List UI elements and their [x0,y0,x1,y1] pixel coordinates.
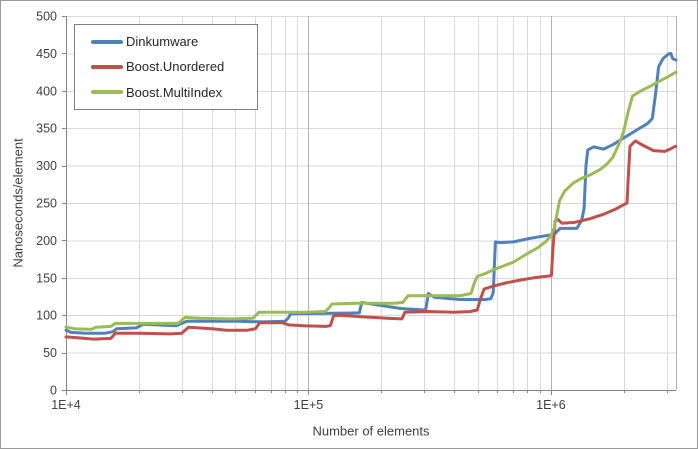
x-tick-label: 1E+4 [51,398,81,412]
legend-line-sample [91,39,123,44]
legend-label: Dinkumware [126,34,199,50]
y-tick-label: 500 [36,10,57,24]
x-axis-title: Number of elements [312,423,430,439]
legend-entry: Boost.MultiIndex [75,80,257,105]
series-line-boost-multiindex [64,70,678,331]
legend-label: Boost.Unordered [126,59,225,75]
x-tick-label: 1E+6 [536,398,566,412]
x-tick-label: 1E+5 [294,398,324,412]
y-tick-label: 100 [36,309,57,323]
y-tick-label: 400 [36,84,57,98]
y-tick-label: 50 [43,346,57,360]
y-tick-label: 0 [50,384,57,398]
legend: Dinkumware Boost.Unordered Boost.MultiIn… [74,24,258,110]
y-axis-title: Nanoseconds/element [10,138,26,268]
series-line-boost-unordered [64,139,678,341]
y-tick-label: 450 [36,47,57,61]
y-tick-label: 300 [36,159,57,173]
legend-line-sample [91,64,123,69]
legend-entry: Dinkumware [75,29,257,54]
legend-line-sample [91,90,123,95]
y-tick-label: 150 [36,271,57,285]
series-line-dinkumware [64,51,678,335]
y-tick-label: 200 [36,234,57,248]
y-tick-label: 350 [36,122,57,136]
legend-entry: Boost.Unordered [75,54,257,79]
y-tick-label: 250 [36,197,57,211]
legend-label: Boost.MultiIndex [126,84,223,100]
